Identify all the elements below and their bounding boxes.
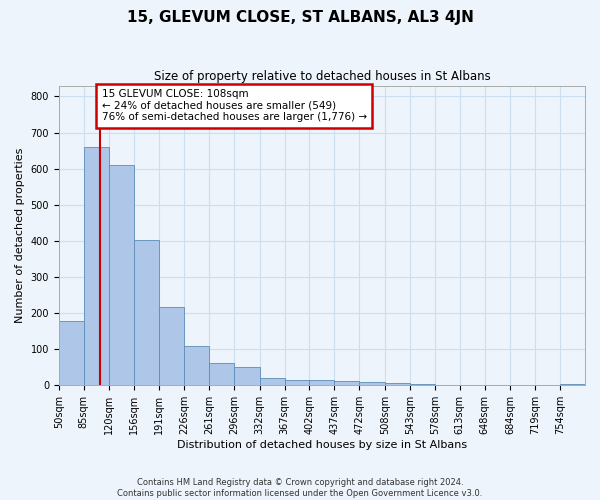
- Bar: [84, 147, 109, 386]
- Bar: [109, 165, 134, 386]
- Text: 15, GLEVUM CLOSE, ST ALBANS, AL3 4JN: 15, GLEVUM CLOSE, ST ALBANS, AL3 4JN: [127, 10, 473, 25]
- Title: Size of property relative to detached houses in St Albans: Size of property relative to detached ho…: [154, 70, 490, 83]
- Bar: [209, 362, 234, 386]
- Bar: [385, 383, 410, 386]
- X-axis label: Distribution of detached houses by size in St Albans: Distribution of detached houses by size …: [177, 440, 467, 450]
- Bar: [560, 384, 585, 386]
- Text: 15 GLEVUM CLOSE: 108sqm
← 24% of detached houses are smaller (549)
76% of semi-d: 15 GLEVUM CLOSE: 108sqm ← 24% of detache…: [101, 89, 367, 122]
- Bar: [310, 380, 334, 386]
- Bar: [184, 346, 209, 386]
- Text: Contains HM Land Registry data © Crown copyright and database right 2024.
Contai: Contains HM Land Registry data © Crown c…: [118, 478, 482, 498]
- Y-axis label: Number of detached properties: Number of detached properties: [15, 148, 25, 323]
- Bar: [334, 380, 359, 386]
- Bar: [359, 382, 385, 386]
- Bar: [260, 378, 284, 386]
- Bar: [59, 321, 84, 386]
- Bar: [134, 240, 159, 386]
- Bar: [284, 380, 310, 386]
- Bar: [159, 306, 184, 386]
- Bar: [410, 384, 435, 386]
- Bar: [234, 368, 260, 386]
